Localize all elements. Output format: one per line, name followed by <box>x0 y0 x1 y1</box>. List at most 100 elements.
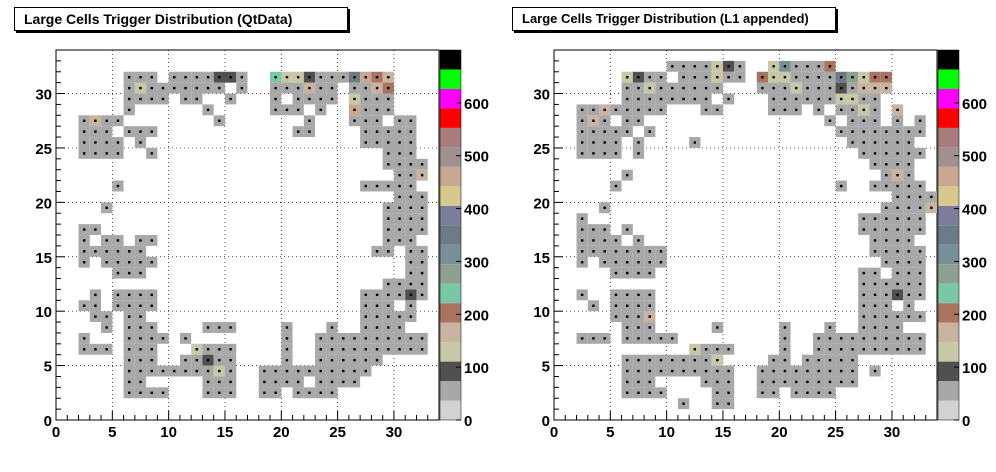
cell-marker <box>896 195 899 199</box>
palette-label: 600 <box>962 96 987 113</box>
cell-marker <box>398 217 401 220</box>
cell-marker <box>716 391 719 394</box>
cell-marker <box>682 358 685 362</box>
cell-marker <box>659 76 663 79</box>
y-tick-label: 10 <box>533 304 550 321</box>
cell-marker <box>896 348 899 351</box>
cell-marker <box>218 358 221 362</box>
cell-marker <box>862 141 865 144</box>
cell-marker <box>229 76 232 79</box>
cell-marker <box>398 173 401 177</box>
cell-marker <box>626 293 629 297</box>
cell-marker <box>218 119 221 122</box>
cell-marker <box>907 304 911 307</box>
cell-marker <box>139 76 142 79</box>
cell-marker <box>274 369 277 373</box>
cell-marker <box>387 304 390 307</box>
cell-marker <box>274 86 277 90</box>
cell-marker <box>896 239 899 242</box>
cell-marker <box>420 348 424 351</box>
cell-marker <box>375 97 379 101</box>
cell-marker <box>173 76 176 79</box>
cell-marker <box>330 358 334 362</box>
cell-marker <box>387 217 390 220</box>
cell-marker <box>375 304 379 307</box>
palette-swatch <box>440 361 461 382</box>
cell-marker <box>263 391 266 394</box>
palette-label: 300 <box>962 254 987 271</box>
cell-marker <box>772 65 775 68</box>
cell-marker <box>184 337 187 340</box>
cell-marker <box>637 304 640 307</box>
cell-marker <box>783 358 787 362</box>
cell-marker <box>637 326 640 329</box>
cell-marker <box>648 391 651 394</box>
cell-marker <box>907 271 911 275</box>
x-tick-label: 20 <box>273 424 290 441</box>
cell-marker <box>637 358 640 362</box>
cell-marker <box>94 152 97 155</box>
y-tick-label: 20 <box>35 195 52 212</box>
cell-marker <box>387 239 390 242</box>
cell-marker <box>580 293 584 297</box>
cell-marker <box>637 86 640 90</box>
cell-marker <box>274 108 277 112</box>
cell-marker <box>828 76 832 79</box>
cell-marker <box>626 228 629 231</box>
cell-marker <box>364 130 367 133</box>
cell-marker <box>907 282 911 286</box>
cell-marker <box>139 271 142 275</box>
y-tick-label: 5 <box>542 359 550 376</box>
cell-marker <box>150 337 153 340</box>
cell-marker <box>94 228 97 231</box>
cell-marker <box>637 369 640 373</box>
cell-marker <box>626 380 629 384</box>
cell-marker <box>409 304 413 307</box>
cell-marker <box>918 195 922 199</box>
cell-marker <box>116 271 120 275</box>
cell-marker <box>828 358 832 362</box>
cell-marker <box>398 337 401 340</box>
cell-marker <box>206 86 210 90</box>
cell-marker <box>637 108 640 112</box>
cell-marker <box>409 206 413 209</box>
cell-marker <box>229 348 232 351</box>
cell-marker <box>285 86 289 90</box>
cell-marker <box>580 261 584 264</box>
cell-marker <box>682 86 685 90</box>
cell-marker <box>592 119 595 122</box>
cell-marker <box>873 315 877 318</box>
cell-marker <box>218 348 221 351</box>
cell-marker <box>885 326 888 329</box>
cell-marker <box>364 108 367 112</box>
cell-marker <box>907 173 911 177</box>
palette-swatch <box>938 381 959 401</box>
cell-marker <box>682 97 685 101</box>
cell-marker <box>206 369 210 373</box>
cell-marker <box>161 391 165 394</box>
cell-marker <box>206 380 210 384</box>
cell-marker <box>896 271 899 275</box>
cell-marker <box>704 108 708 112</box>
cell-marker <box>195 358 199 362</box>
cell-marker <box>885 163 888 166</box>
chart-title-l1-appended: Large Cells Trigger Distribution (L1 app… <box>512 7 836 31</box>
palette-label: 200 <box>962 307 987 324</box>
y-tick-label: 15 <box>533 250 550 267</box>
cell-marker <box>693 141 697 144</box>
cell-marker <box>580 108 584 112</box>
cell-marker <box>150 293 153 297</box>
cell-marker <box>907 163 911 166</box>
cell-marker <box>353 86 356 90</box>
cell-marker <box>659 97 663 101</box>
cell-marker <box>614 271 618 275</box>
cell-marker <box>918 152 922 155</box>
cell-marker <box>603 130 606 133</box>
cell-marker <box>704 380 708 384</box>
cell-marker <box>671 337 674 340</box>
cell-marker <box>716 65 719 68</box>
cell-marker <box>206 358 210 362</box>
cell-marker <box>105 239 108 242</box>
cell-marker <box>409 217 413 220</box>
cell-marker <box>873 86 877 90</box>
